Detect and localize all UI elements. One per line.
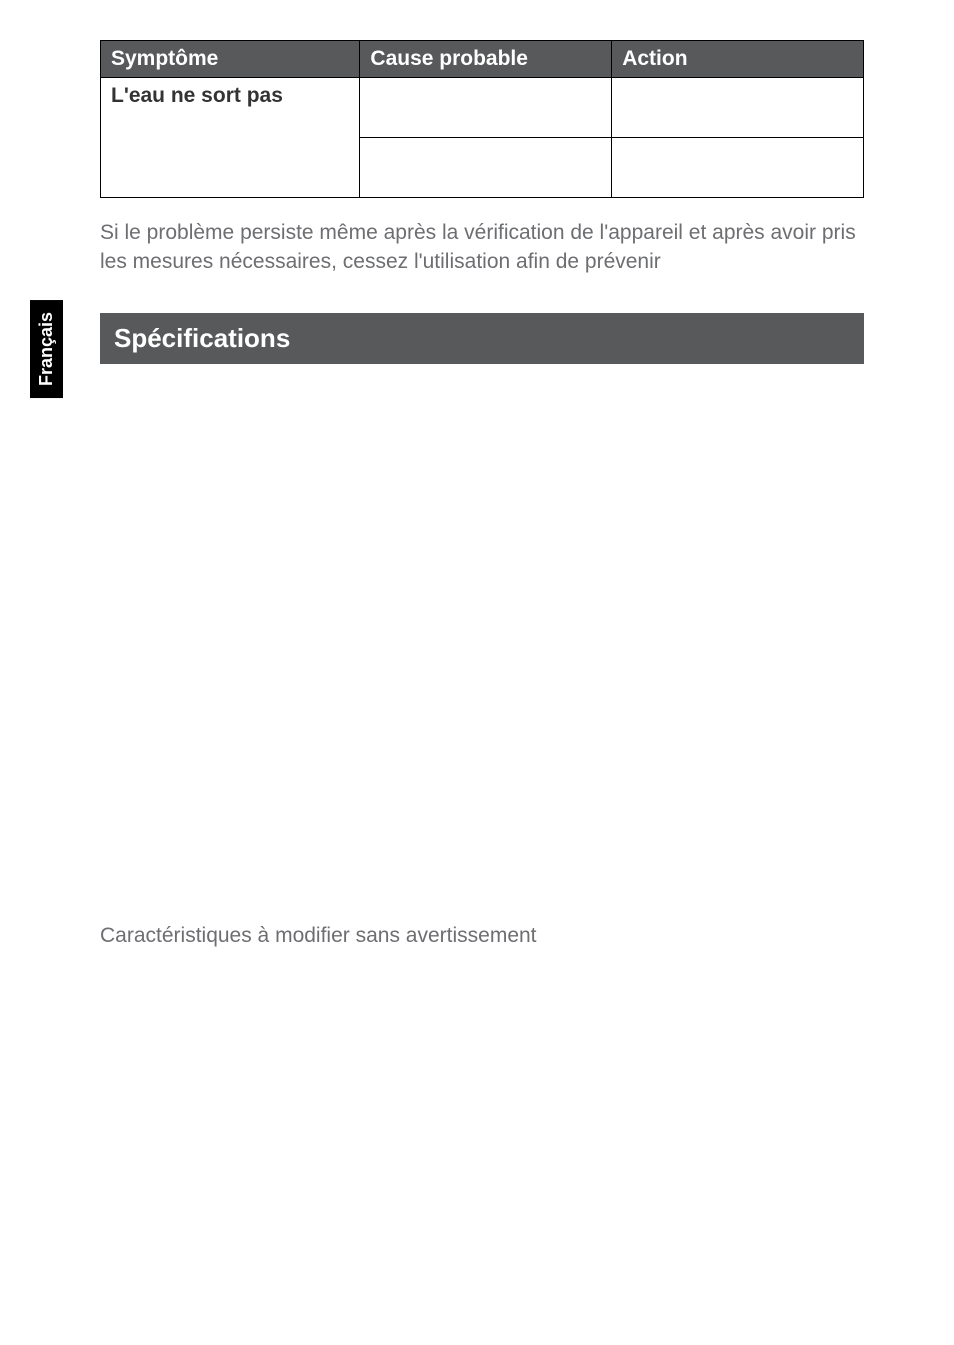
body-paragraph: Si le problème persiste même après la vé…: [100, 218, 864, 277]
section-title: Spécifications: [114, 323, 290, 353]
troubleshoot-table: Symptôme Cause probable Action L'eau ne …: [100, 40, 864, 198]
section-header-specifications: Spécifications: [100, 313, 864, 364]
cell-action: [612, 78, 864, 138]
col-header-symptom: Symptôme: [101, 41, 360, 78]
table-header-row: Symptôme Cause probable Action: [101, 41, 864, 78]
col-header-action: Action: [612, 41, 864, 78]
cell-action: [612, 138, 864, 198]
language-tab-label: Français: [36, 312, 56, 386]
page-content: Symptôme Cause probable Action L'eau ne …: [0, 0, 954, 988]
cell-cause: [360, 78, 612, 138]
table-row: L'eau ne sort pas: [101, 78, 864, 138]
language-tab: Français: [30, 300, 63, 398]
col-header-cause: Cause probable: [360, 41, 612, 78]
footer-note: Caractéristiques à modifier sans avertis…: [100, 924, 864, 948]
cell-cause: [360, 138, 612, 198]
cell-symptom: L'eau ne sort pas: [101, 78, 360, 198]
